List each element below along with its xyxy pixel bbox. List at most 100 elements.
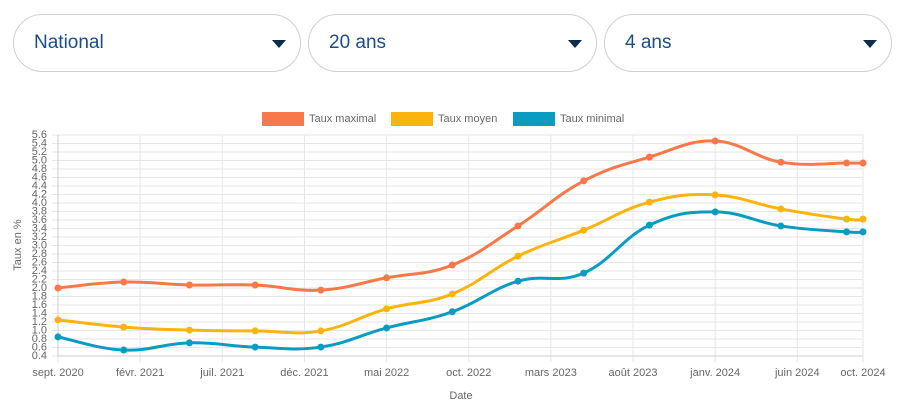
y-tick-label: 2.4 bbox=[32, 265, 47, 277]
data-point bbox=[54, 333, 62, 341]
y-tick-label: 5.2 bbox=[32, 146, 47, 158]
x-axis-label: Date bbox=[449, 390, 472, 402]
y-tick-label: 1.4 bbox=[32, 307, 47, 319]
x-tick-label: mai 2022 bbox=[364, 367, 409, 379]
y-tick-label: 1.6 bbox=[32, 299, 47, 311]
data-point bbox=[317, 343, 325, 351]
data-point bbox=[645, 153, 653, 161]
data-point bbox=[251, 327, 259, 335]
data-point bbox=[185, 339, 193, 347]
dropdown[interactable]: 20 ans bbox=[308, 14, 597, 72]
data-point bbox=[383, 324, 391, 332]
data-point bbox=[777, 158, 785, 166]
caret bbox=[863, 40, 877, 48]
caret bbox=[272, 40, 286, 48]
x-tick-label: juil. 2021 bbox=[199, 367, 244, 379]
y-axis-label: Taux en % bbox=[12, 219, 24, 271]
data-point bbox=[54, 316, 62, 324]
data-point bbox=[383, 305, 391, 313]
series-line bbox=[57, 210, 864, 352]
data-point bbox=[514, 222, 522, 230]
caret bbox=[568, 40, 582, 48]
x-tick-label: sept. 2020 bbox=[32, 367, 83, 379]
data-point bbox=[120, 278, 128, 286]
y-tick-label: 0.8 bbox=[32, 333, 47, 345]
dropdown-value: National bbox=[34, 32, 104, 53]
data-point bbox=[859, 215, 867, 223]
legend-swatch bbox=[391, 112, 433, 126]
data-point bbox=[859, 228, 867, 236]
series-line bbox=[57, 139, 864, 292]
data-point bbox=[448, 308, 456, 316]
data-point bbox=[859, 159, 867, 167]
y-tick-label: 0.6 bbox=[32, 341, 47, 353]
x-tick-label: janv. 2024 bbox=[689, 367, 740, 379]
dropdown-value: 20 ans bbox=[329, 32, 387, 53]
data-point bbox=[777, 222, 785, 230]
y-tick-label: 3.0 bbox=[32, 239, 47, 251]
y-tick-label: 5.4 bbox=[32, 137, 47, 149]
y-tick-label: 1.2 bbox=[32, 316, 47, 328]
x-tick-label: oct. 2024 bbox=[840, 367, 885, 379]
x-tick-label: oct. 2022 bbox=[446, 367, 491, 379]
legend-swatch bbox=[513, 112, 555, 126]
legend-label: Taux moyen bbox=[438, 113, 497, 125]
dropdown[interactable]: 4 ans bbox=[604, 14, 892, 72]
y-tick-label: 1.0 bbox=[32, 324, 47, 336]
series-line bbox=[57, 192, 864, 335]
legend-swatch bbox=[262, 112, 304, 126]
x-tick-label: févr. 2021 bbox=[116, 367, 164, 379]
y-tick-label: 3.2 bbox=[32, 231, 47, 243]
data-point bbox=[251, 343, 259, 351]
data-point bbox=[777, 205, 785, 213]
data-point bbox=[711, 208, 719, 216]
y-tick-label: 4.0 bbox=[32, 197, 47, 209]
y-tick-label: 0.4 bbox=[32, 350, 47, 362]
y-tick-label: 5.0 bbox=[32, 154, 47, 166]
data-point bbox=[711, 191, 719, 199]
y-tick-label: 3.6 bbox=[32, 214, 47, 226]
data-point bbox=[120, 323, 128, 331]
y-tick-label: 4.6 bbox=[32, 171, 47, 183]
data-point bbox=[251, 281, 259, 289]
data-point bbox=[580, 269, 588, 277]
y-tick-label: 4.2 bbox=[32, 188, 47, 200]
legend-label: Taux minimal bbox=[560, 113, 624, 125]
y-tick-label: 2.0 bbox=[32, 282, 47, 294]
data-point bbox=[645, 198, 653, 206]
dropdown[interactable]: National bbox=[13, 14, 301, 72]
data-point bbox=[514, 252, 522, 260]
data-point bbox=[843, 228, 851, 236]
y-tick-label: 4.8 bbox=[32, 163, 47, 175]
data-point bbox=[185, 326, 193, 334]
y-tick-label: 2.2 bbox=[32, 273, 47, 285]
data-point bbox=[317, 327, 325, 335]
y-tick-label: 1.8 bbox=[32, 290, 47, 302]
y-tick-label: 3.4 bbox=[32, 222, 47, 234]
data-point bbox=[843, 215, 851, 223]
data-point bbox=[580, 177, 588, 185]
y-tick-label: 2.8 bbox=[32, 248, 47, 260]
data-point bbox=[514, 277, 522, 285]
y-tick-label: 4.4 bbox=[32, 180, 47, 192]
y-tick-label: 5.6 bbox=[32, 129, 47, 141]
y-tick-label: 2.6 bbox=[32, 256, 47, 268]
data-point bbox=[448, 290, 456, 298]
data-point bbox=[843, 159, 851, 167]
x-tick-label: juin 2024 bbox=[774, 367, 820, 379]
data-point bbox=[317, 286, 325, 294]
x-tick-label: déc. 2021 bbox=[280, 367, 328, 379]
data-point bbox=[383, 274, 391, 282]
legend-label: Taux maximal bbox=[309, 113, 376, 125]
data-point bbox=[645, 221, 653, 229]
y-tick-label: 3.8 bbox=[32, 205, 47, 217]
data-point bbox=[711, 137, 719, 145]
data-point bbox=[448, 261, 456, 269]
data-point bbox=[580, 226, 588, 234]
data-point bbox=[185, 281, 193, 289]
data-point bbox=[54, 284, 62, 292]
x-tick-label: août 2023 bbox=[609, 367, 658, 379]
x-tick-label: mars 2023 bbox=[525, 367, 577, 379]
